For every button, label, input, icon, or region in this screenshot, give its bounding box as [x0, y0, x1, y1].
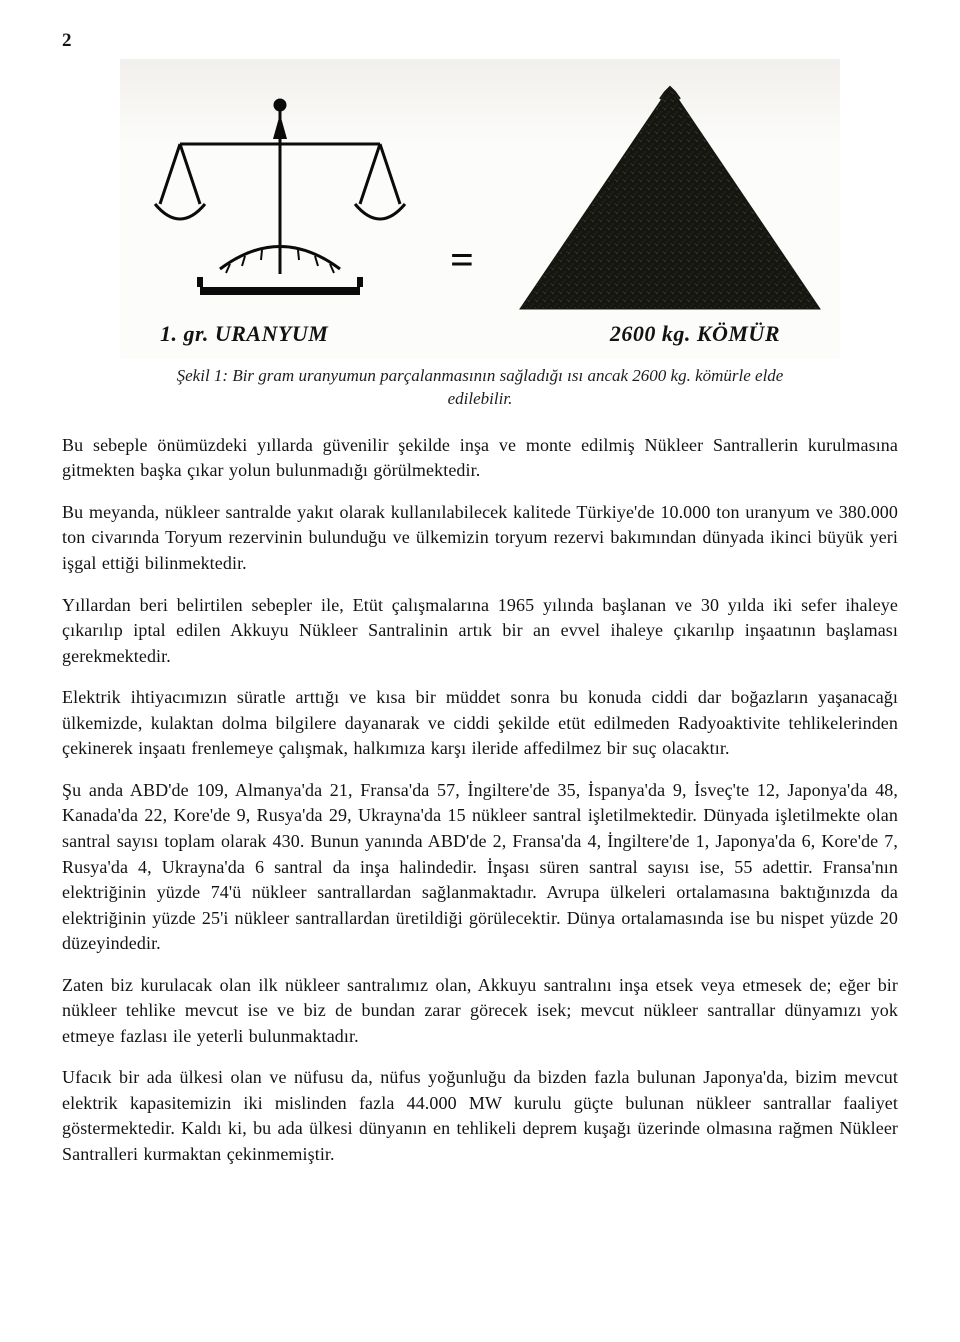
page-number: 2: [62, 28, 898, 55]
paragraph-5: Şu anda ABD'de 109, Almanya'da 21, Frans…: [62, 778, 898, 957]
figure-caption: Şekil 1: Bir gram uranyumun parçalanması…: [160, 365, 800, 411]
paragraph-6: Zaten biz kurulacak olan ilk nükleer san…: [62, 973, 898, 1050]
paragraph-2: Bu meyanda, nükleer santralde yakıt olar…: [62, 500, 898, 577]
figure-scale-vs-coal: = 1. gr. URANYUM 2600 kg. KÖMÜR: [120, 59, 840, 359]
equals-sign: =: [450, 238, 474, 284]
figure-left-label: 1. gr. URANYUM: [160, 318, 328, 349]
paragraph-4: Elektrik ihtiyacımızın süratle arttığı v…: [62, 685, 898, 762]
figure-svg: =: [120, 59, 840, 359]
paragraph-1: Bu sebeple önümüzdeki yıllarda güvenilir…: [62, 433, 898, 484]
paragraph-7: Ufacık bir ada ülkesi olan ve nüfusu da,…: [62, 1065, 898, 1167]
figure-right-label: 2600 kg. KÖMÜR: [610, 318, 780, 349]
paragraph-3: Yıllardan beri belirtilen sebepler ile, …: [62, 593, 898, 670]
